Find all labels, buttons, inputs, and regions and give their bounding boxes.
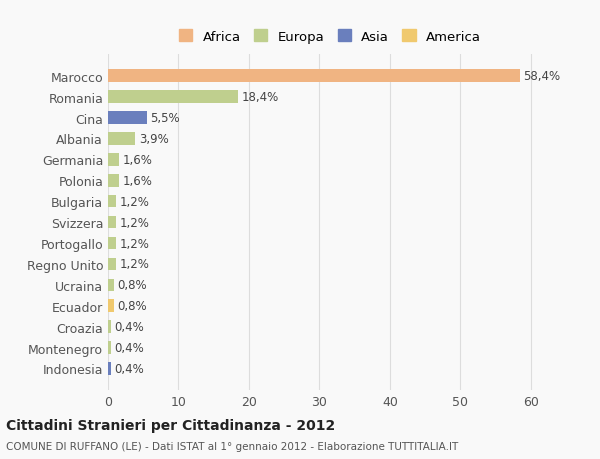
Bar [108, 174, 119, 187]
Bar [108, 279, 113, 291]
Bar [108, 133, 136, 146]
Bar [108, 70, 520, 83]
Text: 0,4%: 0,4% [115, 320, 144, 333]
Bar [108, 112, 147, 124]
Text: 1,2%: 1,2% [120, 237, 150, 250]
Bar [108, 300, 113, 312]
Bar [108, 258, 116, 271]
Text: 18,4%: 18,4% [241, 91, 278, 104]
Text: 1,6%: 1,6% [123, 154, 152, 167]
Bar [108, 216, 116, 229]
Text: 1,2%: 1,2% [120, 216, 150, 229]
Bar [108, 363, 111, 375]
Text: 1,2%: 1,2% [120, 195, 150, 208]
Bar [108, 321, 111, 333]
Text: 0,4%: 0,4% [115, 341, 144, 354]
Text: 58,4%: 58,4% [523, 70, 560, 83]
Text: COMUNE DI RUFFANO (LE) - Dati ISTAT al 1° gennaio 2012 - Elaborazione TUTTITALIA: COMUNE DI RUFFANO (LE) - Dati ISTAT al 1… [6, 441, 458, 451]
Bar [108, 91, 238, 104]
Bar [108, 237, 116, 250]
Bar [108, 341, 111, 354]
Text: Cittadini Stranieri per Cittadinanza - 2012: Cittadini Stranieri per Cittadinanza - 2… [6, 418, 335, 432]
Text: 1,6%: 1,6% [123, 174, 152, 187]
Text: 0,8%: 0,8% [117, 279, 147, 291]
Bar [108, 196, 116, 208]
Text: 0,8%: 0,8% [117, 300, 147, 313]
Text: 3,9%: 3,9% [139, 133, 169, 146]
Text: 0,4%: 0,4% [115, 362, 144, 375]
Text: 5,5%: 5,5% [150, 112, 180, 125]
Bar [108, 154, 119, 166]
Text: 1,2%: 1,2% [120, 258, 150, 271]
Legend: Africa, Europa, Asia, America: Africa, Europa, Asia, America [173, 25, 487, 49]
